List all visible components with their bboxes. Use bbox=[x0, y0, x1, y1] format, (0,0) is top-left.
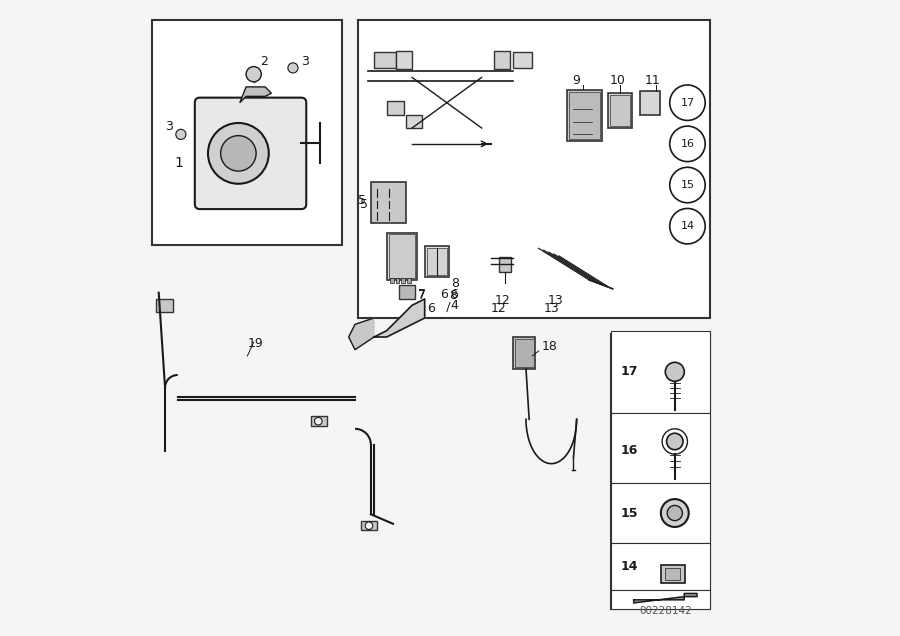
Circle shape bbox=[176, 129, 186, 139]
Bar bbox=[611, 483, 709, 543]
Text: 8: 8 bbox=[451, 277, 459, 289]
Text: 7: 7 bbox=[418, 289, 426, 302]
Text: 5: 5 bbox=[360, 198, 368, 211]
Bar bbox=[396, 52, 412, 69]
Text: 5: 5 bbox=[358, 195, 366, 207]
Text: 00228142: 00228142 bbox=[639, 605, 692, 616]
Circle shape bbox=[667, 506, 682, 521]
Bar bbox=[640, 92, 661, 115]
Bar bbox=[400, 285, 415, 299]
Bar bbox=[610, 95, 631, 126]
Text: 3: 3 bbox=[302, 55, 309, 68]
Bar bbox=[611, 331, 709, 413]
Bar bbox=[500, 256, 511, 272]
Bar bbox=[406, 115, 421, 128]
Bar bbox=[374, 52, 396, 68]
Text: 9: 9 bbox=[572, 74, 580, 87]
Bar bbox=[608, 93, 633, 128]
Bar bbox=[390, 278, 393, 283]
Bar bbox=[395, 278, 400, 283]
Bar bbox=[611, 543, 709, 590]
Text: 3: 3 bbox=[165, 120, 173, 134]
Bar bbox=[665, 568, 680, 579]
Text: 17: 17 bbox=[621, 365, 638, 378]
Text: 12: 12 bbox=[491, 302, 507, 315]
Bar bbox=[387, 233, 417, 280]
Bar bbox=[567, 90, 602, 141]
Bar bbox=[611, 590, 709, 609]
Bar bbox=[569, 92, 600, 139]
Polygon shape bbox=[348, 318, 374, 350]
Text: 1: 1 bbox=[175, 156, 184, 170]
Text: 14: 14 bbox=[621, 560, 638, 574]
Circle shape bbox=[665, 363, 684, 382]
Text: 18: 18 bbox=[542, 340, 558, 353]
Text: 14: 14 bbox=[680, 221, 695, 231]
Bar bbox=[401, 278, 405, 283]
Bar bbox=[387, 101, 404, 115]
Text: 6: 6 bbox=[428, 302, 435, 315]
Circle shape bbox=[670, 85, 706, 120]
Bar bbox=[611, 413, 709, 483]
Text: 15: 15 bbox=[621, 506, 638, 520]
Circle shape bbox=[365, 522, 373, 530]
Circle shape bbox=[670, 126, 706, 162]
Text: 2: 2 bbox=[260, 55, 268, 68]
Text: 15: 15 bbox=[680, 180, 695, 190]
Bar bbox=[156, 299, 174, 312]
Text: 10: 10 bbox=[610, 74, 626, 87]
Text: 12: 12 bbox=[494, 294, 510, 307]
Text: 16: 16 bbox=[680, 139, 695, 149]
Text: 11: 11 bbox=[644, 74, 661, 87]
Bar bbox=[389, 235, 415, 278]
Circle shape bbox=[667, 433, 683, 450]
Circle shape bbox=[246, 67, 261, 82]
Bar bbox=[371, 182, 406, 223]
Circle shape bbox=[314, 417, 322, 425]
Bar bbox=[427, 248, 446, 275]
Text: 4: 4 bbox=[450, 299, 458, 312]
Polygon shape bbox=[239, 87, 272, 102]
Text: 16: 16 bbox=[621, 445, 638, 457]
Bar bbox=[513, 52, 532, 68]
Polygon shape bbox=[634, 593, 697, 603]
Bar bbox=[611, 334, 709, 609]
Text: 7: 7 bbox=[418, 288, 426, 301]
Circle shape bbox=[670, 209, 706, 244]
Text: 6: 6 bbox=[440, 288, 447, 301]
Bar bbox=[358, 20, 709, 318]
Bar bbox=[152, 20, 342, 245]
Bar bbox=[513, 337, 536, 369]
Bar bbox=[661, 565, 685, 583]
Text: 19: 19 bbox=[248, 337, 263, 350]
Bar bbox=[361, 521, 377, 530]
Text: 6: 6 bbox=[450, 288, 458, 301]
Text: 17: 17 bbox=[680, 98, 695, 107]
Bar bbox=[425, 246, 449, 277]
Circle shape bbox=[670, 167, 706, 203]
Text: 13: 13 bbox=[544, 302, 560, 315]
Bar bbox=[310, 416, 327, 425]
Bar bbox=[407, 278, 410, 283]
FancyBboxPatch shape bbox=[194, 98, 306, 209]
Circle shape bbox=[220, 135, 256, 171]
Bar bbox=[494, 52, 510, 69]
Circle shape bbox=[288, 63, 298, 73]
Text: 13: 13 bbox=[548, 294, 564, 307]
Text: 8: 8 bbox=[449, 289, 457, 302]
Circle shape bbox=[661, 499, 688, 527]
Circle shape bbox=[208, 123, 269, 184]
Polygon shape bbox=[374, 299, 425, 337]
Bar bbox=[515, 339, 534, 367]
